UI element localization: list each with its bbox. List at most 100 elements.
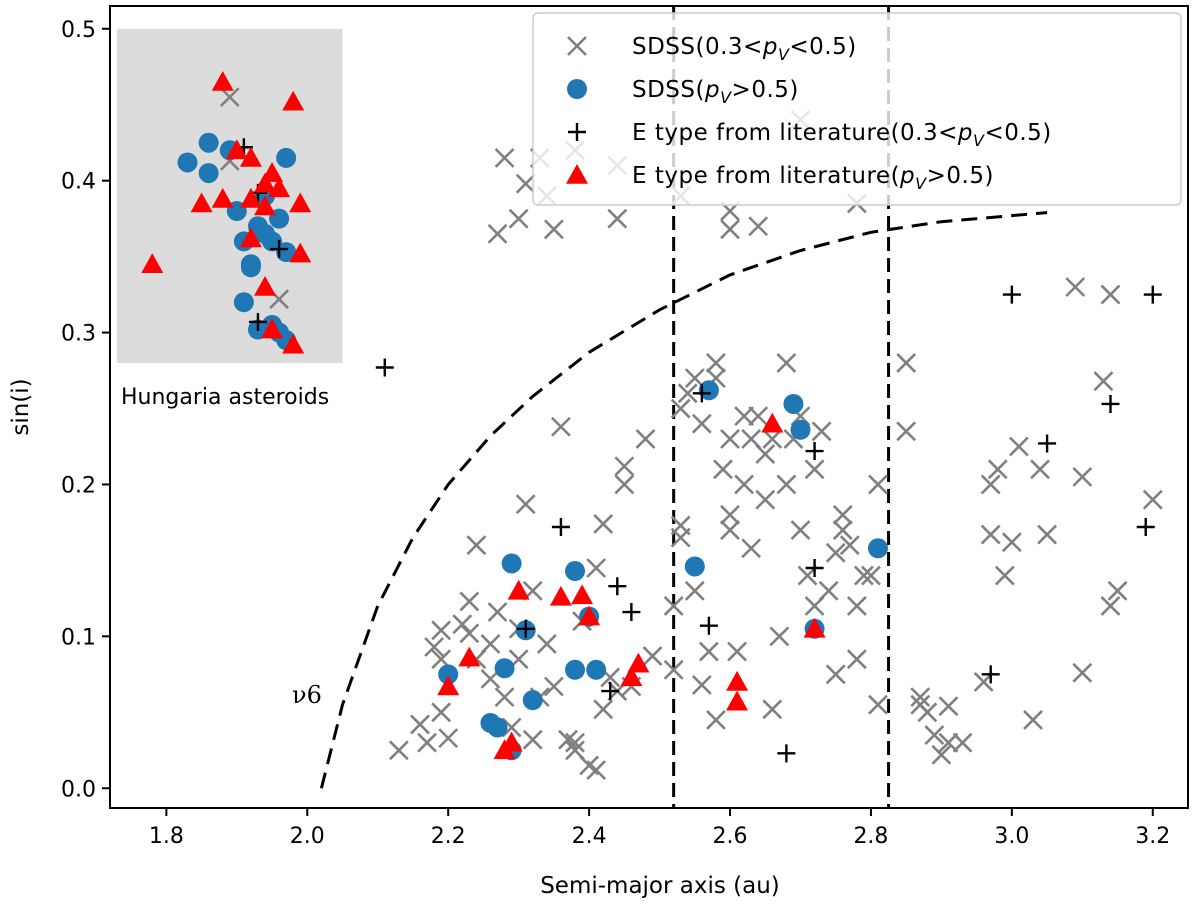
sdss-mid-albedo-point xyxy=(1023,709,1043,730)
etype-high-albedo-point xyxy=(627,652,650,673)
sdss-mid-albedo-point xyxy=(551,416,571,437)
sdss-mid-albedo-point xyxy=(1037,524,1057,545)
sdss-high-albedo-point xyxy=(487,717,508,738)
sdss-mid-albedo-point xyxy=(670,515,691,536)
etype-mid-albedo-point xyxy=(777,744,796,763)
sdss-mid-albedo-point xyxy=(861,565,881,586)
sdss-mid-albedo-point xyxy=(706,709,726,730)
sdss-mid-albedo-point xyxy=(508,208,529,229)
sdss-mid-albedo-point xyxy=(466,535,487,556)
sdss-mid-albedo-point xyxy=(734,474,755,495)
data-points xyxy=(141,70,1163,780)
etype-high-albedo-point xyxy=(211,70,234,91)
x-tick-label: 2.6 xyxy=(713,824,748,849)
sdss-high-albedo-point xyxy=(276,242,297,263)
sdss-mid-albedo-point xyxy=(1142,489,1163,510)
sdss-mid-albedo-point xyxy=(748,406,769,427)
sdss-mid-albedo-point xyxy=(410,714,430,735)
sdss-mid-albedo-point xyxy=(755,444,776,465)
x-tick-label: 3.0 xyxy=(994,824,1029,849)
sdss-mid-albedo-point xyxy=(459,591,480,612)
inset-background xyxy=(117,28,343,363)
sdss-mid-albedo-point xyxy=(487,602,508,622)
sdss-mid-albedo-point xyxy=(868,474,888,495)
sdss-mid-albedo-point xyxy=(558,729,578,750)
x-tick-label: 2.8 xyxy=(853,824,888,849)
sdss-mid-albedo-point xyxy=(931,744,952,765)
sdss-mid-albedo-point xyxy=(825,664,846,685)
sdss-mid-albedo-point xyxy=(846,596,867,616)
sdss-mid-albedo-point xyxy=(832,520,853,540)
sdss-mid-albedo-point xyxy=(917,702,938,723)
sdss-high-albedo-point xyxy=(233,292,254,313)
sdss-mid-albedo-point xyxy=(388,740,409,761)
sdss-mid-albedo-point xyxy=(536,634,557,654)
sdss-high-albedo-point xyxy=(698,380,719,401)
etype-high-albedo-point xyxy=(761,412,784,433)
sdss-mid-albedo-point xyxy=(762,699,783,720)
sdss-mid-albedo-point xyxy=(832,504,853,525)
sdss-mid-albedo-point xyxy=(219,87,240,108)
legend-label: SDSS(0.3<pV<0.5) xyxy=(632,34,857,64)
sdss-mid-albedo-point xyxy=(762,428,783,449)
y-tick-label: 0.4 xyxy=(61,170,96,195)
etype-mid-albedo-point xyxy=(551,517,570,536)
sdss-mid-albedo-point xyxy=(670,398,691,419)
sdss-mid-albedo-point xyxy=(910,687,931,708)
etype-mid-albedo-point xyxy=(805,442,824,461)
legend-marker-triangle xyxy=(566,164,588,184)
sdss-mid-albedo-point xyxy=(853,565,874,586)
sdss-mid-albedo-point xyxy=(417,732,437,753)
sdss-mid-albedo-point xyxy=(684,580,705,601)
sdss-mid-albedo-point xyxy=(635,428,656,449)
sdss-mid-albedo-point xyxy=(727,641,747,662)
legend-box xyxy=(532,12,1182,206)
sdss-mid-albedo-point xyxy=(1065,277,1086,297)
sdss-mid-albedo-point xyxy=(720,428,740,449)
y-axis-label: sin(i) xyxy=(8,378,34,435)
sdss-mid-albedo-point xyxy=(734,406,755,427)
etype-high-albedo-point xyxy=(225,139,248,160)
x-axis-label: Semi-major axis (au) xyxy=(540,873,780,899)
sdss-mid-albedo-point xyxy=(741,538,762,559)
sdss-mid-albedo-point xyxy=(431,620,452,641)
sdss-mid-albedo-point xyxy=(691,675,712,695)
sdss-mid-albedo-point xyxy=(543,676,564,697)
legend-label: E type from literature(pV>0.5) xyxy=(632,163,994,193)
sdss-high-albedo-point xyxy=(198,163,219,184)
sdss-mid-albedo-point xyxy=(980,474,1001,495)
etype-high-albedo-point xyxy=(268,177,291,198)
etype-high-albedo-point xyxy=(500,731,523,752)
x-tick-label: 2.0 xyxy=(290,824,325,849)
sdss-mid-albedo-point xyxy=(424,637,445,657)
sdss-mid-albedo-point xyxy=(706,353,726,373)
sdss-high-albedo-point xyxy=(255,223,276,244)
sdss-mid-albedo-point xyxy=(586,760,607,780)
sdss-high-albedo-point xyxy=(684,556,705,577)
etype-high-albedo-point xyxy=(507,579,530,600)
sdss-mid-albedo-point xyxy=(593,699,614,720)
sdss-high-albedo-point xyxy=(198,132,219,153)
sdss-mid-albedo-point xyxy=(804,459,825,480)
sdss-mid-albedo-point xyxy=(755,489,776,510)
sdss-mid-albedo-point xyxy=(896,353,917,373)
sdss-mid-albedo-point xyxy=(515,494,536,515)
sdss-mid-albedo-point xyxy=(487,223,508,244)
etype-high-albedo-point xyxy=(141,253,164,274)
sdss-mid-albedo-point xyxy=(691,413,712,434)
sdss-high-albedo-point xyxy=(783,393,804,414)
sdss-mid-albedo-point xyxy=(684,368,705,389)
legend-marker-plus xyxy=(568,123,586,141)
sdss-high-albedo-point xyxy=(565,659,586,680)
etype-high-albedo-point xyxy=(726,690,749,711)
sdss-mid-albedo-point xyxy=(994,565,1015,586)
x-tick-label: 3.2 xyxy=(1135,824,1170,849)
etype-mid-albedo-point xyxy=(1038,434,1057,453)
etype-mid-albedo-point xyxy=(622,603,641,622)
sdss-mid-albedo-point xyxy=(1008,436,1029,457)
legend-label: E type from literature(0.3<pV<0.5) xyxy=(632,120,1052,150)
etype-high-albedo-point xyxy=(254,172,277,193)
etype-mid-albedo-point xyxy=(248,312,267,331)
etype-high-albedo-point xyxy=(282,90,305,111)
sdss-mid-albedo-point xyxy=(952,732,973,753)
